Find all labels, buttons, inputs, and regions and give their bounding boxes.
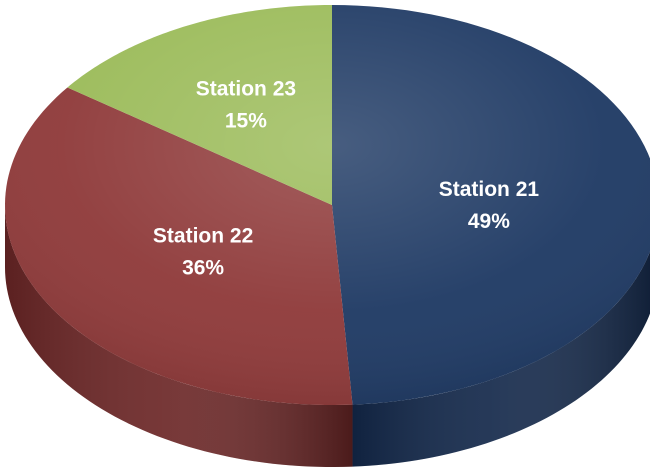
pie-tops [5, 5, 650, 405]
pie-sides [5, 205, 650, 467]
slice-value-station-21: 49% [468, 210, 510, 233]
pie-labels: Station 21 49% Station 22 36% Station 23 15% [153, 78, 539, 280]
slice-label-station-21: Station 21 [439, 178, 540, 201]
slice-label-station-23: Station 23 [196, 78, 296, 101]
slice-value-station-22: 36% [182, 256, 224, 279]
pie-side-shade [352, 251, 650, 467]
pie-sheen [5, 5, 650, 405]
slice-value-station-23: 15% [225, 110, 267, 133]
slice-label-station-22: Station 22 [153, 224, 253, 247]
pie-side-shade [5, 205, 353, 467]
